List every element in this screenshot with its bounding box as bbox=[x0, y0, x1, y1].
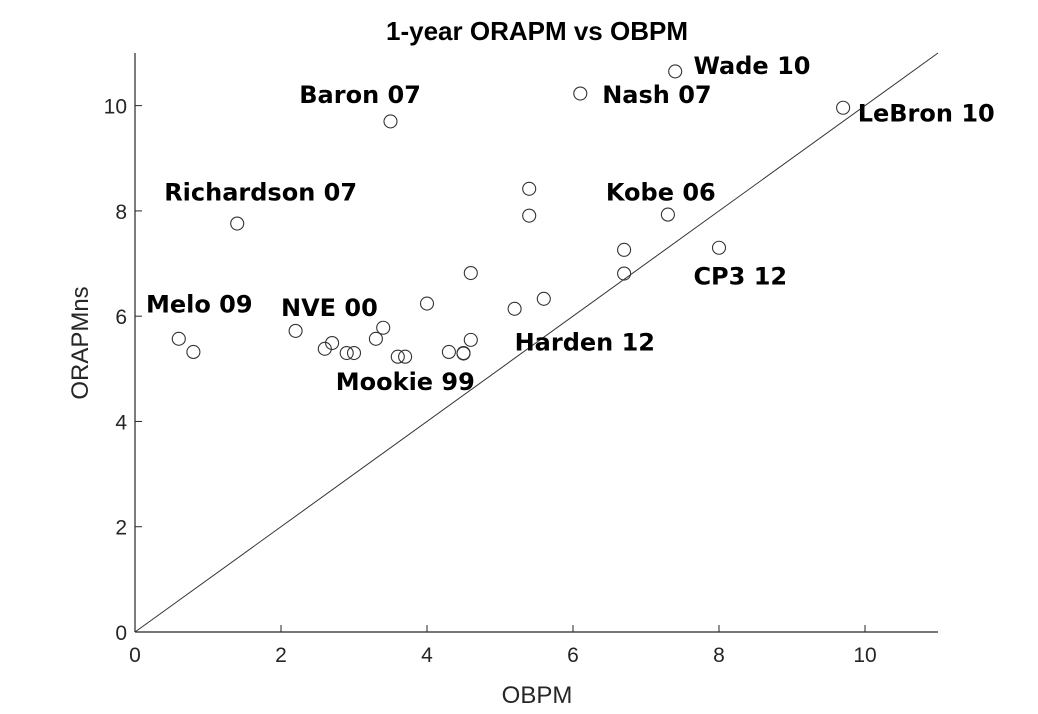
data-point bbox=[507, 301, 522, 316]
data-points bbox=[171, 64, 851, 364]
y-tick-label: 8 bbox=[115, 201, 127, 224]
y-tick-label: 10 bbox=[104, 96, 127, 119]
data-point bbox=[573, 86, 588, 101]
data-point bbox=[390, 349, 405, 364]
data-point bbox=[463, 265, 478, 281]
y-tick-label: 4 bbox=[115, 411, 127, 434]
data-point bbox=[660, 207, 675, 222]
data-point bbox=[186, 344, 201, 360]
point-annotation: Nash 07 bbox=[602, 81, 711, 109]
data-point bbox=[522, 181, 537, 196]
point-annotation: Melo 09 bbox=[146, 290, 253, 318]
x-tick-label: 6 bbox=[567, 644, 579, 667]
data-point bbox=[230, 216, 245, 231]
data-point bbox=[668, 64, 683, 79]
data-point bbox=[536, 291, 551, 306]
chart-title: 1-year ORAPM vs OBPM bbox=[386, 16, 688, 46]
y-tick-label: 2 bbox=[115, 517, 127, 540]
x-tick-label: 0 bbox=[129, 644, 141, 667]
point-annotation: Richardson 07 bbox=[164, 178, 357, 206]
reference-line bbox=[134, 52, 939, 633]
data-point bbox=[339, 345, 354, 361]
point-annotation: NVE 00 bbox=[281, 294, 378, 322]
y-axis-label: ORAPMns bbox=[67, 286, 94, 399]
data-point bbox=[171, 331, 186, 346]
x-tick-label: 4 bbox=[421, 644, 433, 667]
axes: 0 2 4 6 8 10 0 2 4 6 8 10 bbox=[104, 53, 938, 667]
x-axis-label: OBPM bbox=[502, 682, 573, 709]
annotations: Wade 10 Baron 07 Nash 07 LeBron 10 Richardso… bbox=[146, 52, 995, 396]
data-point bbox=[383, 114, 398, 129]
data-point bbox=[617, 242, 632, 257]
data-point bbox=[522, 208, 537, 223]
reference-line-layer bbox=[134, 52, 939, 633]
data-point bbox=[456, 346, 471, 361]
data-point bbox=[288, 323, 303, 338]
data-point bbox=[441, 344, 456, 360]
data-point bbox=[419, 296, 435, 311]
data-point bbox=[325, 335, 340, 351]
data-point bbox=[617, 266, 632, 281]
data-point bbox=[376, 320, 391, 335]
point-annotation: LeBron 10 bbox=[858, 99, 995, 127]
x-tick-label: 10 bbox=[853, 644, 876, 667]
point-annotation: Mookie 99 bbox=[336, 368, 475, 396]
data-point bbox=[368, 331, 383, 346]
x-tick-label: 2 bbox=[275, 644, 287, 667]
data-point bbox=[463, 332, 478, 347]
point-annotation: Wade 10 bbox=[693, 52, 810, 80]
data-point bbox=[346, 345, 362, 361]
point-annotation: Baron 07 bbox=[299, 81, 421, 109]
point-annotation: CP3 12 bbox=[693, 263, 787, 291]
point-annotation: Kobe 06 bbox=[606, 178, 716, 206]
data-point bbox=[836, 100, 851, 115]
data-point bbox=[398, 349, 413, 364]
data-point bbox=[317, 341, 332, 356]
y-tick-label: 6 bbox=[115, 306, 127, 329]
data-point bbox=[711, 240, 727, 255]
point-annotation: Harden 12 bbox=[515, 328, 655, 356]
x-tick-label: 8 bbox=[713, 644, 725, 667]
y-tick-label: 0 bbox=[115, 622, 127, 645]
